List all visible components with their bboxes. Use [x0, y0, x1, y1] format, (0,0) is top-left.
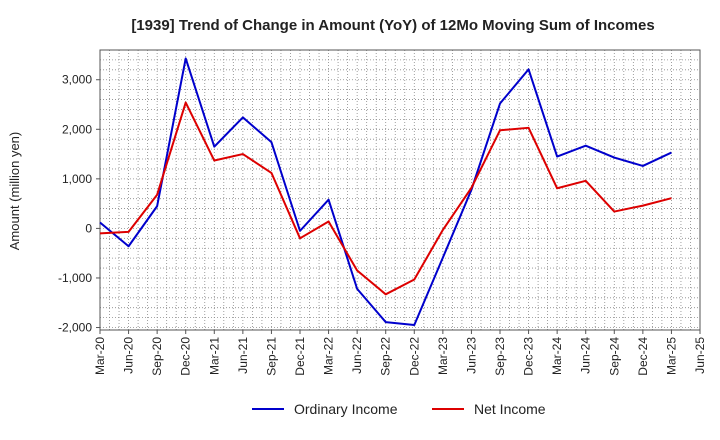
x-tick-label: Mar-25: [664, 337, 678, 375]
series-layer: [99, 57, 672, 327]
x-tick-label: Sep-24: [607, 337, 621, 376]
legend: Ordinary Income Net Income: [252, 401, 546, 417]
x-tick-label: Dec-20: [179, 337, 193, 376]
x-tick-label: Dec-23: [522, 337, 536, 376]
x-tick-label: Mar-22: [322, 337, 336, 375]
y-tick-label: 2,000: [62, 122, 92, 136]
legend-label-net-income: Net Income: [474, 401, 546, 417]
x-tick-label: Sep-23: [493, 337, 507, 376]
y-tick-label: -2,000: [58, 321, 92, 335]
legend-label-ordinary-income: Ordinary Income: [294, 401, 398, 417]
x-tick-label: Sep-20: [150, 337, 164, 376]
x-tick-label: Jun-22: [350, 337, 364, 374]
x-tick-label: Dec-21: [293, 337, 307, 376]
series-line-net-income: [99, 101, 672, 296]
x-tick-label: Mar-21: [207, 337, 221, 375]
plot-frame: [99, 49, 701, 331]
y-tick-label: 3,000: [62, 73, 92, 87]
y-axis-title: Amount (million yen): [7, 132, 22, 251]
x-tick-label: Mar-20: [93, 337, 107, 375]
x-tick-label: Jun-25: [693, 337, 707, 374]
x-tick-label: Mar-23: [436, 337, 450, 375]
x-tick-label: Mar-24: [550, 337, 564, 375]
series-line-ordinary-income: [99, 57, 672, 327]
x-tick-label: Jun-23: [464, 337, 478, 374]
x-tick-label: Dec-24: [636, 337, 650, 376]
x-tick-labels: Mar-20 Jun-20 Sep-20 Dec-20 Mar-21 Jun-21 Sep-…: [93, 330, 707, 376]
x-tick-label: Jun-24: [579, 337, 593, 374]
y-tick-label: 1,000: [62, 172, 92, 186]
x-tick-label: Sep-22: [379, 337, 393, 376]
x-tick-label: Jun-21: [236, 337, 250, 374]
y-tick-label: 0: [85, 221, 92, 235]
chart-title: [1939] Trend of Change in Amount (YoY) o…: [131, 17, 654, 34]
y-tick-label: -1,000: [58, 271, 92, 285]
x-tick-label: Jun-20: [122, 337, 136, 374]
y-tick-labels: -2,000 -1,000 0 1,000 2,000 3,000: [58, 73, 100, 335]
x-tick-label: Sep-21: [264, 337, 278, 376]
x-tick-label: Dec-22: [407, 337, 421, 376]
